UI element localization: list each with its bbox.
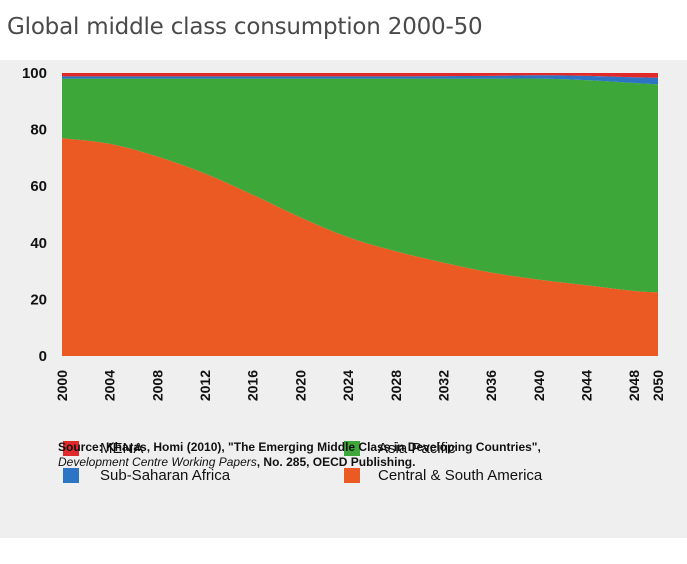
x-tick-label: 2028 [388, 370, 404, 401]
source-note: Source: Kharas, Homi (2010), "The Emergi… [58, 440, 678, 470]
legend-label-asia: Asia Pacific [378, 440, 456, 457]
y-tick-label: 60 [30, 178, 47, 195]
legend-label-csa: Central & South America [378, 467, 543, 484]
chart-title: Global middle class consumption 2000-50 [7, 14, 483, 40]
area-mena [62, 73, 658, 78]
legend-swatch-csa [344, 468, 360, 483]
x-tick-label: 2016 [245, 370, 261, 401]
x-tick-label: 2004 [102, 370, 118, 401]
area-csa [62, 138, 658, 356]
area-asia [62, 78, 658, 293]
source-details: , No. 285, OECD Publishing. [256, 455, 416, 469]
y-tick-label: 20 [30, 291, 47, 308]
x-tick-label: 2008 [149, 370, 165, 401]
legend-label-mena: MENA [100, 440, 144, 457]
source-line-1: Source: Kharas, Homi (2010), "The Emergi… [58, 440, 541, 454]
y-tick-label: 80 [30, 122, 47, 139]
x-tick-label: 2024 [340, 370, 356, 401]
area-layer [62, 73, 658, 356]
y-axis: 0 20 40 60 80 100 [22, 65, 47, 365]
source-line-2: Development Centre Working Papers, No. 2… [58, 455, 678, 470]
chart-panel: 0 20 40 60 80 100 2000 2004 2008 2012 2016 2020 202… [0, 60, 687, 538]
legend-label-ssa: Sub-Saharan Africa [100, 467, 231, 484]
x-tick-label: 2050 [650, 370, 666, 401]
x-tick-label: 2044 [578, 370, 594, 401]
area-ssa [62, 75, 658, 85]
x-tick-label: 2036 [483, 370, 499, 401]
legend-swatch-asia [344, 441, 360, 456]
source-publication: Development Centre Working Papers [58, 455, 257, 469]
x-axis: 2000 2004 2008 2012 2016 2020 2024 2028 2032 2036… [54, 370, 666, 401]
x-tick-label: 2020 [292, 370, 308, 401]
y-tick-label: 100 [22, 65, 47, 82]
x-tick-label: 2000 [54, 370, 70, 401]
x-tick-label: 2012 [197, 370, 213, 401]
legend-swatch-ssa [63, 468, 79, 483]
legend-swatch-mena [63, 441, 79, 456]
x-tick-label: 2048 [626, 370, 642, 401]
y-tick-label: 0 [39, 348, 47, 365]
x-tick-label: 2032 [435, 370, 451, 401]
y-tick-label: 40 [30, 235, 47, 252]
x-tick-label: 2040 [531, 370, 547, 401]
